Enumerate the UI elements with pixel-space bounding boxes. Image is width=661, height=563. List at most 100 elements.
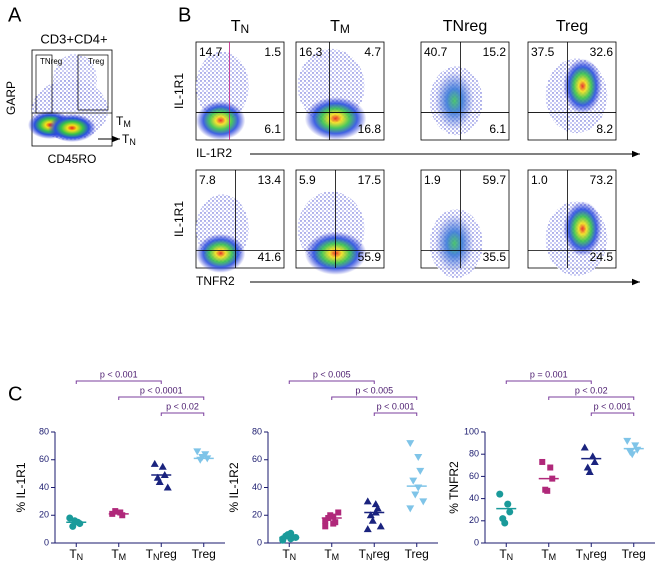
y-tick-label: 40 xyxy=(252,482,262,492)
gate-label: TM xyxy=(116,114,131,129)
panel-a-title: CD3+CD4+ xyxy=(40,31,107,46)
y-tick-label: 40 xyxy=(469,493,479,503)
axis-label: % IL-1R2 xyxy=(227,462,241,512)
p-value: p < 0.02 xyxy=(166,401,199,411)
significance-bracket xyxy=(160,412,205,416)
y-tick-label: 80 xyxy=(469,449,479,459)
axis-label: TNFR2 xyxy=(196,274,235,288)
density-cloud xyxy=(196,100,246,140)
data-point xyxy=(588,452,597,460)
data-point xyxy=(368,516,377,524)
data-point xyxy=(279,535,287,543)
data-point xyxy=(158,462,167,470)
y-tick-label: 100 xyxy=(464,426,479,436)
y-tick-label: 0 xyxy=(44,537,49,547)
data-point xyxy=(287,529,295,537)
data-point xyxy=(590,457,599,465)
data-point xyxy=(119,512,126,519)
p-value: p < 0.001 xyxy=(100,369,138,379)
data-point xyxy=(112,508,119,515)
data-point xyxy=(496,490,504,498)
density-plot xyxy=(195,41,285,141)
data-point xyxy=(544,487,551,494)
density-plot xyxy=(295,41,385,141)
data-point xyxy=(330,513,337,520)
p-value: p < 0.005 xyxy=(313,369,351,379)
data-point xyxy=(335,509,342,516)
quadrant-value: 73.2 xyxy=(590,173,614,187)
panel-label: C xyxy=(8,383,22,405)
quadrant-value: 17.5 xyxy=(358,173,382,187)
p-value: p < 0.001 xyxy=(594,401,632,411)
data-point xyxy=(71,517,79,525)
data-point xyxy=(198,453,207,461)
panel-label: A xyxy=(8,4,22,26)
quadrant-value: 37.5 xyxy=(531,45,555,59)
axis-label: % TNFR2 xyxy=(447,461,461,514)
data-point xyxy=(376,522,385,530)
x-tick-label: Treg xyxy=(405,547,429,561)
quadrant-value: 1.9 xyxy=(424,173,441,187)
data-point xyxy=(363,497,372,505)
axis-label: % IL-1R1 xyxy=(14,462,28,512)
data-point xyxy=(163,483,172,491)
y-tick-label: 20 xyxy=(252,510,262,520)
x-tick-label: TNreg xyxy=(359,547,390,562)
panel-label: B xyxy=(178,4,191,26)
data-point xyxy=(506,508,514,516)
significance-bracket xyxy=(548,396,635,400)
data-point xyxy=(406,505,415,513)
axis-label: IL-1R1 xyxy=(172,73,186,109)
density-plot xyxy=(420,41,510,141)
data-point xyxy=(504,500,512,508)
quadrant-value: 40.7 xyxy=(424,45,448,59)
data-point xyxy=(580,443,589,451)
quadrant-value: 1.5 xyxy=(264,45,281,59)
data-point xyxy=(363,525,372,533)
significance-bracket xyxy=(373,412,418,416)
y-tick-label: 20 xyxy=(39,510,49,520)
y-tick-label: 60 xyxy=(39,454,49,464)
data-point xyxy=(332,519,339,526)
quadrant-value: 24.5 xyxy=(590,250,614,264)
axis-label: IL-1R1 xyxy=(172,201,186,237)
p-value: p < 0.0001 xyxy=(140,385,183,395)
column-header: TM xyxy=(330,18,350,36)
y-tick-label: 40 xyxy=(39,482,49,492)
significance-bracket xyxy=(118,396,205,400)
quadrant-value: 15.2 xyxy=(483,45,507,59)
axis-label: IL-1R2 xyxy=(196,146,232,160)
data-point xyxy=(501,519,509,527)
y-tick-label: 60 xyxy=(469,471,479,481)
density-cloud xyxy=(563,201,602,257)
y-tick-label: 20 xyxy=(469,515,479,525)
quadrant-value: 32.6 xyxy=(590,45,614,59)
significance-bracket xyxy=(75,380,162,384)
density-plot xyxy=(527,41,617,141)
x-tick-label: TNreg xyxy=(146,547,177,562)
density-plot xyxy=(195,169,285,273)
quadrant-value: 13.4 xyxy=(258,173,282,187)
quadrant-value: 5.9 xyxy=(299,173,316,187)
quadrant-value: 6.1 xyxy=(489,122,506,136)
column-header: TNreg xyxy=(443,18,487,35)
significance-bracket xyxy=(590,412,635,416)
quadrant-value: 1.0 xyxy=(531,173,548,187)
significance-bracket xyxy=(331,396,418,400)
gate-label: TN xyxy=(122,132,136,147)
data-point xyxy=(585,467,594,475)
data-point xyxy=(631,442,640,450)
x-tick-label: TN xyxy=(282,547,296,562)
quadrant-value: 59.7 xyxy=(483,173,507,187)
data-point xyxy=(547,464,554,471)
x-tick-label: TM xyxy=(541,547,556,562)
data-point xyxy=(416,467,425,475)
data-point xyxy=(150,459,159,467)
quadrant-value: 4.7 xyxy=(364,45,381,59)
quadrant-value: 16.8 xyxy=(358,122,382,136)
axis-label: CD45RO xyxy=(48,152,97,166)
density-cloud xyxy=(196,233,246,273)
data-point xyxy=(193,448,202,456)
quadrant-value: 16.3 xyxy=(299,45,323,59)
